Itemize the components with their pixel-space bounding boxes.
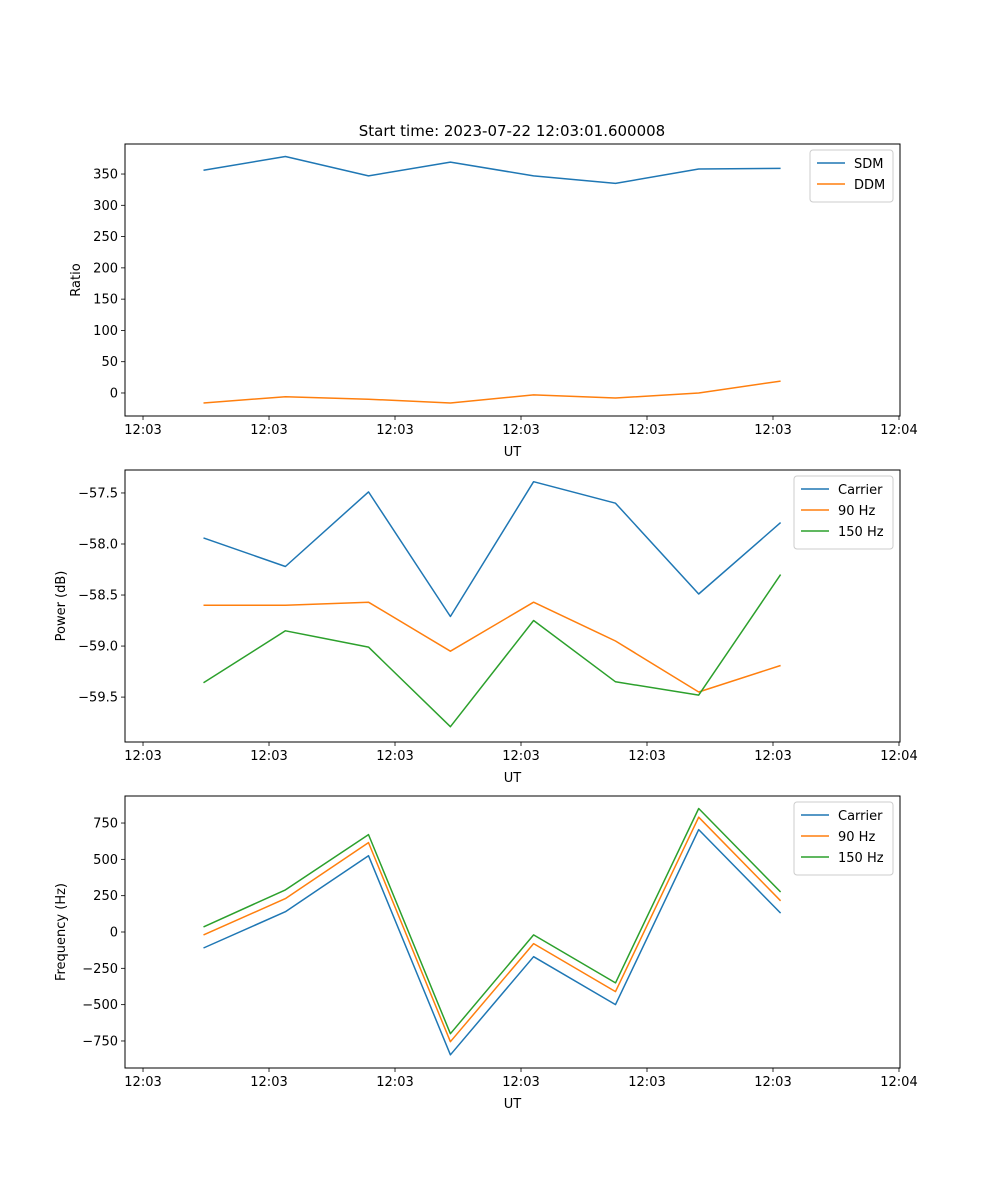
series-line-150-hz [203,807,782,1035]
y-tick-label: 500 [93,853,118,868]
subplot-3: 12:03 12:03 12:03 12:03 12:03 12:03 12:04 750 50… [54,795,918,1112]
axes-frame [124,143,901,417]
y-axis-label: Frequency (Hz) [54,883,69,981]
y-tick-label: 0 [110,926,118,941]
x-tick-label: 12:03 [376,423,413,438]
x-tick-label: 12:04 [880,1075,917,1090]
subplot-1: 12:03 12:03 12:03 12:03 12:03 12:03 12:04 0 50 10… [69,143,918,460]
legend: Carrier 90 Hz 150 Hz [793,475,894,550]
x-axis-label: UT [504,1097,522,1112]
y-tick-label: −750 [82,1034,118,1049]
x-tick-label: 12:03 [124,423,161,438]
y-tick-label: 300 [93,199,118,214]
legend: Carrier 90 Hz 150 Hz [793,801,894,876]
series-line-sdm [203,155,781,185]
legend-label: Carrier [838,809,883,824]
y-tick-label: −58.0 [78,537,118,552]
x-tick-label: 12:03 [502,423,539,438]
legend-label: 150 Hz [838,525,884,540]
x-tick-label: 12:03 [376,749,413,764]
y-tick-label: 250 [93,230,118,245]
y-tick-label: 0 [110,386,118,401]
subplot-2: 12:03 12:03 12:03 12:03 12:03 12:03 12:04 −57.5… [54,469,918,786]
y-tick-label: 250 [93,889,118,904]
legend: SDM DDM [809,149,894,203]
y-tick-label: −500 [82,998,118,1013]
x-axis-label: UT [504,445,522,460]
x-tick-label: 12:03 [502,749,539,764]
figure-title: Start time: 2023-07-22 12:03:01.600008 [359,122,665,140]
y-tick-label: 750 [93,817,118,832]
x-tick-label: 12:03 [628,749,665,764]
legend-label: SDM [854,157,883,172]
x-tick-label: 12:03 [754,749,791,764]
x-tick-label: 12:03 [376,1075,413,1090]
y-tick-label: −250 [82,962,118,977]
series-line-150-hz [203,574,782,728]
series-line-ddm [203,380,781,404]
y-axis-label: Power (dB) [54,571,69,642]
x-axis-label: UT [504,771,522,786]
x-tick-label: 12:03 [124,1075,161,1090]
x-tick-label: 12:03 [250,749,287,764]
y-tick-label: −59.0 [78,640,118,655]
series-line-carrier [203,828,782,1056]
legend-label: DDM [854,178,885,193]
y-tick-label: 350 [93,168,118,183]
x-tick-label: 12:03 [250,1075,287,1090]
x-tick-label: 12:03 [502,1075,539,1090]
y-tick-label: 200 [93,261,118,276]
x-tick-label: 12:03 [754,1075,791,1090]
y-axis-label: Ratio [69,263,84,296]
y-tick-label: 50 [101,355,118,370]
legend-label: 90 Hz [838,504,875,519]
y-tick-label: 100 [93,324,118,339]
axes-frame [124,469,901,743]
x-tick-label: 12:03 [754,423,791,438]
x-tick-label: 12:03 [250,423,287,438]
y-tick-label: −59.5 [78,691,118,706]
series-line-90-hz [203,601,781,693]
x-tick-label: 12:03 [628,1075,665,1090]
y-tick-label: −57.5 [78,486,118,501]
x-tick-label: 12:04 [880,423,917,438]
x-tick-label: 12:03 [124,749,161,764]
x-tick-label: 12:03 [628,423,665,438]
series-line-90-hz [203,816,782,1043]
x-tick-label: 12:04 [880,749,917,764]
y-tick-label: 150 [93,293,118,308]
legend-label: Carrier [838,483,883,498]
legend-label: 150 Hz [838,851,884,866]
y-tick-label: −58.5 [78,589,118,604]
series-line-carrier [203,480,782,618]
legend-label: 90 Hz [838,830,875,845]
